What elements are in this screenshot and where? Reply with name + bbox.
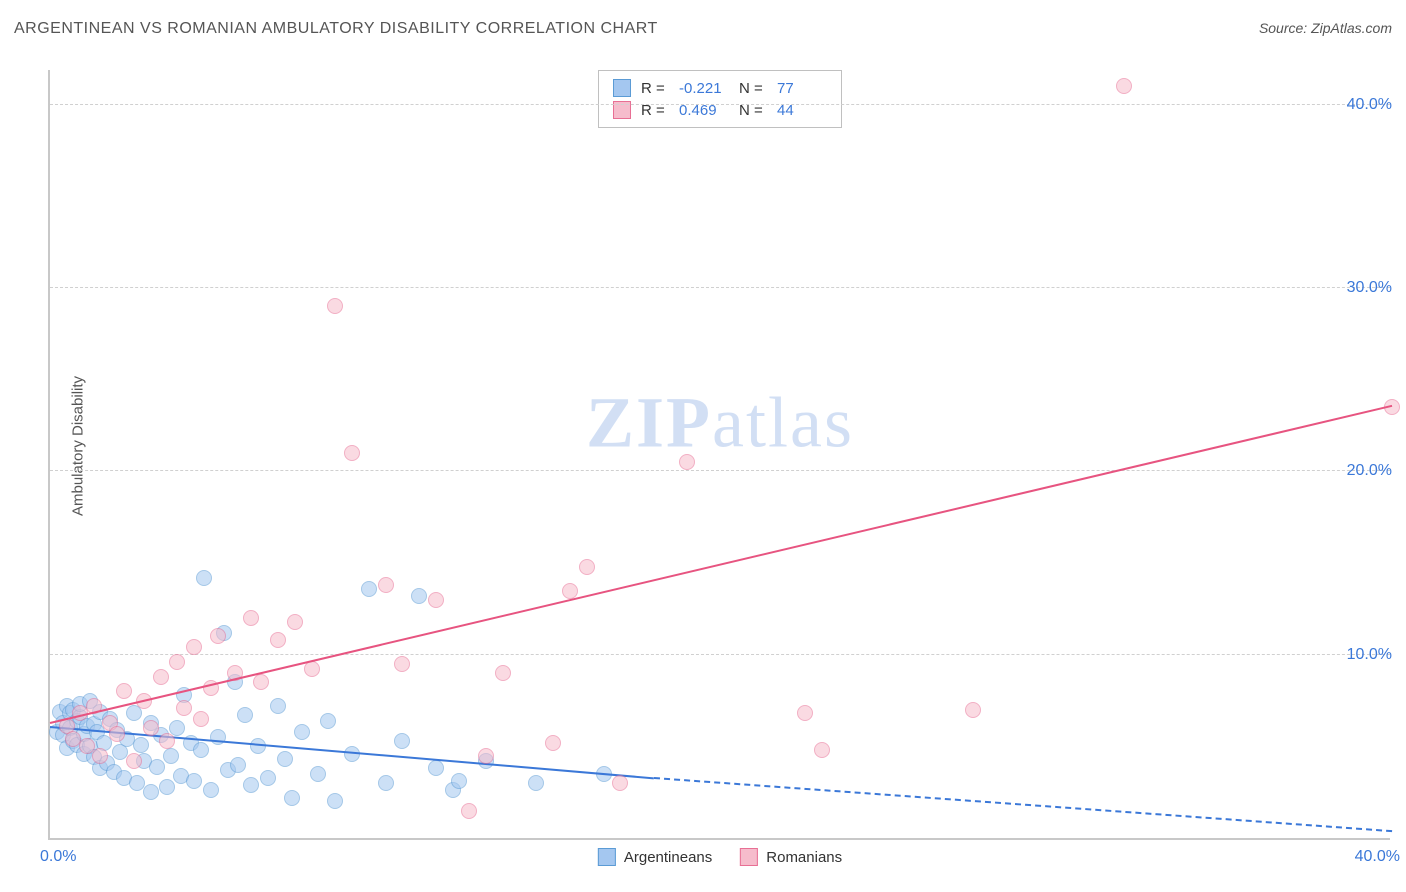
scatter-point: [679, 454, 695, 470]
scatter-point: [116, 683, 132, 699]
scatter-point: [210, 628, 226, 644]
scatter-point: [579, 559, 595, 575]
scatter-point: [237, 707, 253, 723]
scatter-point: [378, 775, 394, 791]
n-label: N =: [739, 80, 767, 97]
scatter-point: [193, 711, 209, 727]
watermark: ZIPatlas: [586, 382, 854, 465]
scatter-point: [394, 656, 410, 672]
grid-line: [50, 104, 1390, 105]
scatter-point: [153, 669, 169, 685]
series-legend-item: Argentineans: [598, 848, 712, 866]
scatter-point: [92, 748, 108, 764]
scatter-point: [250, 738, 266, 754]
grid-line: [50, 287, 1390, 288]
scatter-point: [126, 705, 142, 721]
watermark-bold: ZIP: [586, 383, 712, 463]
y-tick-label: 20.0%: [1347, 462, 1392, 480]
scatter-point: [186, 639, 202, 655]
x-tick-label: 0.0%: [40, 848, 76, 866]
chart-title: ARGENTINEAN VS ROMANIAN AMBULATORY DISAB…: [14, 20, 658, 38]
scatter-point: [965, 702, 981, 718]
scatter-point: [176, 700, 192, 716]
scatter-point: [344, 445, 360, 461]
scatter-point: [243, 777, 259, 793]
scatter-point: [196, 570, 212, 586]
scatter-point: [149, 759, 165, 775]
scatter-point: [143, 784, 159, 800]
series-legend: Argentineans Romanians: [598, 848, 842, 866]
scatter-point: [253, 674, 269, 690]
watermark-rest: atlas: [712, 383, 854, 463]
trend-line: [50, 405, 1392, 724]
legend-swatch: [598, 848, 616, 866]
scatter-point: [478, 748, 494, 764]
scatter-point: [133, 737, 149, 753]
scatter-point: [545, 735, 561, 751]
grid-line: [50, 470, 1390, 471]
x-tick-label: 40.0%: [1355, 848, 1400, 866]
scatter-point: [159, 733, 175, 749]
scatter-point: [320, 713, 336, 729]
scatter-point: [327, 793, 343, 809]
scatter-point: [797, 705, 813, 721]
series-name: Romanians: [766, 849, 842, 866]
scatter-point: [461, 803, 477, 819]
scatter-point: [814, 742, 830, 758]
y-tick-label: 40.0%: [1347, 96, 1392, 114]
scatter-point: [143, 720, 159, 736]
scatter-point: [230, 757, 246, 773]
scatter-point: [277, 751, 293, 767]
y-tick-label: 30.0%: [1347, 279, 1392, 297]
source-attribution: Source: ZipAtlas.com: [1259, 20, 1392, 36]
scatter-point: [451, 773, 467, 789]
scatter-point: [411, 588, 427, 604]
scatter-point: [287, 614, 303, 630]
scatter-point: [284, 790, 300, 806]
scatter-point: [186, 773, 202, 789]
scatter-point: [159, 779, 175, 795]
stats-legend: R = -0.221 N = 77 R =0.469N =44: [598, 70, 842, 128]
scatter-point: [428, 760, 444, 776]
scatter-point: [304, 661, 320, 677]
scatter-point: [260, 770, 276, 786]
trend-line-dash: [654, 777, 1392, 832]
scatter-point: [169, 654, 185, 670]
scatter-point: [378, 577, 394, 593]
scatter-point: [203, 782, 219, 798]
scatter-point: [1116, 78, 1132, 94]
scatter-point: [243, 610, 259, 626]
scatter-point: [528, 775, 544, 791]
r-value: -0.221: [679, 80, 729, 97]
scatter-point: [109, 726, 125, 742]
scatter-point: [612, 775, 628, 791]
r-label: R =: [641, 80, 669, 97]
scatter-point: [310, 766, 326, 782]
scatter-point: [327, 298, 343, 314]
scatter-point: [193, 742, 209, 758]
stats-row: R = -0.221 N = 77: [613, 77, 827, 99]
grid-line: [50, 654, 1390, 655]
scatter-point: [270, 698, 286, 714]
scatter-point: [394, 733, 410, 749]
scatter-point: [361, 581, 377, 597]
series-legend-item: Romanians: [740, 848, 842, 866]
legend-swatch: [613, 79, 631, 97]
scatter-point: [126, 753, 142, 769]
scatter-point: [562, 583, 578, 599]
stats-row: R =0.469N =44: [613, 99, 827, 121]
y-tick-label: 10.0%: [1347, 646, 1392, 664]
scatter-point: [495, 665, 511, 681]
scatter-point: [294, 724, 310, 740]
n-value: 77: [777, 80, 827, 97]
scatter-point: [270, 632, 286, 648]
plot-area: ZIPatlas R =-0.221N =77R =0.469N =44 Arg…: [48, 70, 1390, 840]
series-name: Argentineans: [624, 849, 712, 866]
scatter-point: [428, 592, 444, 608]
scatter-point: [163, 748, 179, 764]
legend-swatch: [740, 848, 758, 866]
